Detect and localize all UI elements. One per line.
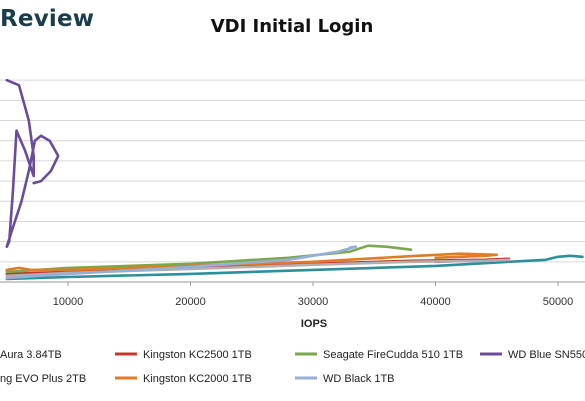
series-line [5, 245, 358, 280]
legend-label: Aura 3.84TB [0, 349, 62, 361]
chart-series [5, 78, 584, 281]
x-tick-label: 30000 [298, 296, 329, 308]
series-line [5, 78, 60, 248]
legend-label: WD Blue SN550 [508, 349, 585, 361]
x-tick-label: 10000 [53, 296, 84, 308]
x-tick-label: 40000 [420, 296, 451, 308]
brand-logo-text: Review [0, 6, 95, 32]
legend-label: Kingston KC2500 1TB [143, 349, 252, 361]
series-line [5, 254, 584, 281]
x-axis-title: IOPS [301, 318, 327, 330]
chart-title: VDI Initial Login [211, 16, 374, 37]
legend-label: WD Black 1TB [323, 373, 395, 385]
legend-label: Kingston KC2000 1TB [143, 373, 252, 385]
chart-legend: Aura 3.84TB Kingston KC2500 1TB Seagate Fi… [0, 349, 585, 385]
x-axis-ticks: 10000 20000 30000 40000 50000 [53, 282, 574, 308]
x-tick-label: 20000 [175, 296, 206, 308]
legend-label: Seagate FireCudda 510 1TB [323, 349, 463, 361]
chart-gridlines [0, 79, 585, 283]
x-tick-label: 50000 [543, 296, 574, 308]
series-line [5, 252, 499, 272]
legend-label: ng EVO Plus 2TB [0, 373, 86, 385]
